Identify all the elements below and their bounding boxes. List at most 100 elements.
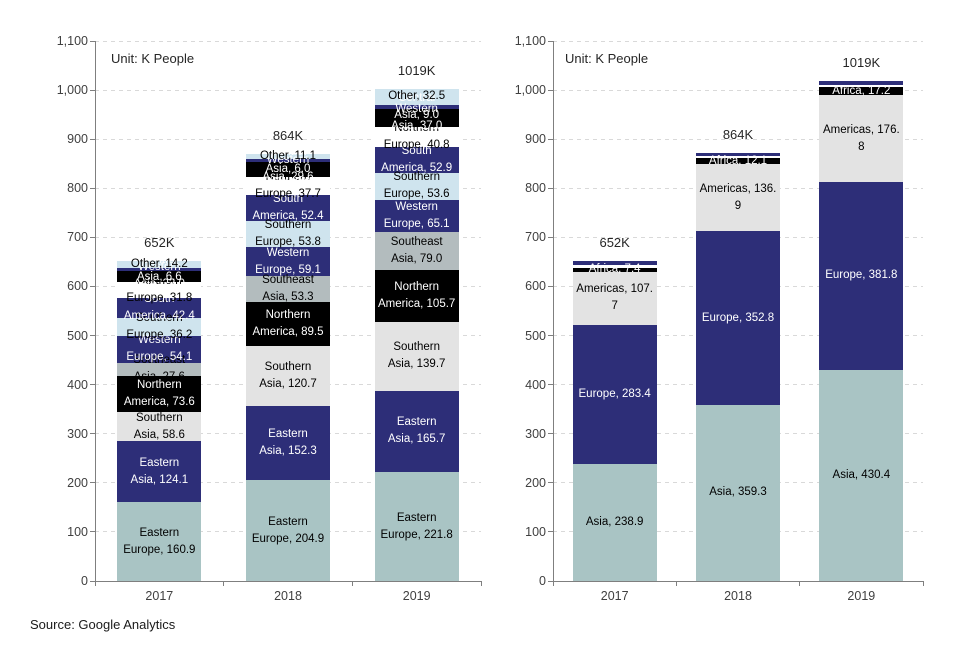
y-axis-tick-label: 900: [525, 132, 546, 147]
segment-eastern-europe-2017: [117, 502, 202, 581]
total-annotation-2019: 1019K: [842, 54, 881, 70]
segment-eastern-europe-2018: [246, 480, 330, 581]
y-axis-tick-mark: [90, 236, 95, 238]
y-axis-tick-mark: [90, 482, 95, 484]
y-axis-tick-label: 1,100: [56, 34, 88, 48]
y-axis-tick-mark: [90, 335, 95, 337]
segment-unlabeled-light-2019: [819, 84, 904, 88]
total-annotation-2017: 652K: [599, 234, 630, 250]
y-axis-tick-label: 500: [67, 328, 88, 343]
segment-southern-asia-2018: [246, 346, 330, 406]
segment-eastern-asia-2019: [374, 390, 459, 473]
y-axis-tick-label: 0: [539, 574, 546, 588]
segment-unlabeled-navy-2018: [696, 153, 780, 157]
segment-central-asia-2017: [117, 267, 202, 272]
y-axis-tick-mark: [548, 236, 553, 238]
segment-africa-2019: [819, 87, 904, 96]
segment-americas-2017: [572, 271, 657, 325]
y-axis-tick-mark: [90, 138, 95, 140]
segment-other-2017: [117, 260, 202, 268]
y-axis-tick-mark: [548, 531, 553, 533]
segment-southern-asia-2017: [117, 412, 202, 442]
unit-label-left: Unit: K People: [111, 51, 195, 66]
total-annotation-2018: 864K: [272, 127, 304, 143]
y-axis-tick-label: 300: [525, 426, 546, 441]
y-axis-tick-label: 1,100: [514, 34, 546, 48]
y-axis-tick-label: 700: [67, 230, 88, 245]
segment-south-america-2018: [246, 195, 330, 221]
segment-south-america-2019: [374, 147, 459, 174]
gridline-1,000: [553, 89, 923, 91]
y-axis-tick-label: 1,000: [56, 83, 88, 98]
segment-americas-2019: [819, 95, 904, 183]
segment-northern-america-2019: [374, 270, 459, 323]
segment-africa-2017: [572, 268, 657, 272]
segment-southern-europe-2019: [374, 173, 459, 200]
segment-southeast-asia-2017: [117, 362, 202, 377]
segment-europe-2019: [819, 182, 904, 370]
segment-unlabeled-light-2017: [572, 264, 657, 269]
x-axis-label-2019: 2019: [847, 589, 876, 603]
segment-southeast-asia-2018: [246, 276, 330, 303]
segment-central-asia-2018: [246, 159, 330, 163]
y-axis-tick-label: 900: [67, 132, 88, 147]
segment-northern-america-2017: [117, 376, 202, 413]
total-annotation-2018: 864K: [722, 127, 754, 143]
segment-unlabeled-navy-2019: [819, 80, 904, 85]
segment-asia-2018: [696, 404, 780, 581]
total-annotation-2017: 652K: [144, 234, 175, 250]
y-axis-tick-mark: [90, 531, 95, 533]
y-axis-tick-label: 800: [525, 181, 546, 196]
segment-eastern-europe-2019: [374, 472, 459, 581]
x-axis-tick-mark: [480, 581, 482, 586]
segment-western-europe-2018: [246, 247, 330, 277]
segment-western-europe-2017: [117, 336, 202, 363]
segment-europe-2017: [572, 324, 657, 464]
y-axis-tick-mark: [90, 40, 95, 42]
y-axis-tick-mark: [90, 384, 95, 386]
segment-western-asia-2017: [117, 271, 202, 282]
segment-africa-2018: [696, 158, 780, 165]
y-axis-tick-mark: [548, 187, 553, 189]
x-axis-label-2018: 2018: [724, 589, 752, 603]
x-axis-tick-mark: [94, 581, 96, 586]
y-axis-tick-mark: [548, 433, 553, 435]
y-axis-tick-label: 100: [67, 524, 88, 539]
source-note: Source: Google Analytics: [30, 617, 176, 632]
y-axis-tick-label: 1,000: [514, 83, 546, 98]
segment-other-2018: [246, 153, 330, 160]
segment-eastern-asia-2017: [117, 441, 202, 502]
segment-northern-europe-2019: [374, 127, 459, 148]
segment-south-america-2017: [117, 297, 202, 319]
total-annotation-2019: 1019K: [397, 62, 436, 78]
segment-unlabeled-light-2018: [696, 156, 780, 159]
segment-southern-europe-2018: [246, 220, 330, 248]
y-axis-line: [95, 41, 96, 581]
segment-other-2019: [374, 88, 459, 105]
x-axis-label-2018: 2018: [274, 589, 302, 603]
y-axis-tick-label: 500: [525, 328, 546, 343]
x-axis-line: [95, 581, 481, 582]
segment-americas-2018: [696, 164, 780, 232]
y-axis-tick-label: 200: [525, 475, 546, 490]
y-axis-tick-label: 0: [81, 574, 88, 588]
x-axis-tick-mark: [351, 581, 353, 586]
x-axis-label-2017: 2017: [600, 589, 629, 603]
segment-asia-2017: [572, 463, 657, 581]
y-axis-tick-mark: [548, 384, 553, 386]
segment-unlabeled-navy-2017: [572, 260, 657, 265]
segment-northern-europe-2017: [117, 281, 202, 298]
y-axis-tick-label: 700: [525, 230, 546, 245]
y-axis-tick-mark: [548, 335, 553, 337]
segment-northern-america-2018: [246, 302, 330, 347]
segment-europe-2018: [696, 231, 780, 405]
y-axis-tick-label: 800: [67, 181, 88, 196]
segment-western-europe-2019: [374, 199, 459, 232]
gridline-900: [95, 138, 481, 140]
y-axis-tick-mark: [548, 580, 553, 582]
segment-northern-europe-2018: [246, 176, 330, 196]
unit-label-right: Unit: K People: [565, 51, 649, 66]
segment-southeast-asia-2019: [374, 231, 459, 271]
segment-central-asia-2019: [374, 104, 459, 110]
x-axis-line: [553, 581, 923, 582]
